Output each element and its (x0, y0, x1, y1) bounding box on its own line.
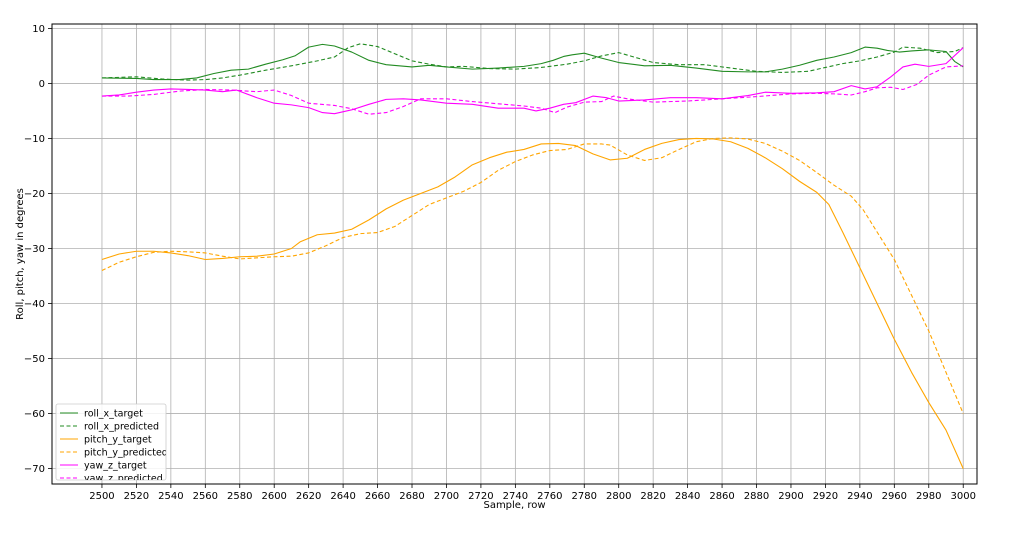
series-line-yaw-z-target (101, 47, 964, 115)
x-tick-label: 2640 (330, 491, 355, 502)
x-tick-label: 2780 (572, 491, 597, 502)
series-line-pitch-y-predicted (101, 137, 964, 414)
x-tick-label: 2960 (882, 491, 907, 502)
x-tick-label: 2860 (709, 491, 734, 502)
x-tick-label: 2920 (813, 491, 838, 502)
x-tick-label: 2540 (158, 491, 183, 502)
series-line-roll-x-target (101, 43, 964, 81)
series-layer (101, 43, 964, 469)
y-tick-label: −70 (24, 464, 45, 475)
y-tick-label: −10 (24, 134, 45, 145)
legend-label: pitch_y_target (84, 435, 152, 446)
y-tick-label: 10 (32, 24, 45, 35)
x-tick-label: 2820 (640, 491, 665, 502)
legend: roll_x_target roll_x_predicted pitch_y_tar… (55, 403, 168, 485)
plot-frame (51, 23, 978, 485)
y-tick-label: −40 (24, 299, 45, 310)
legend-label: roll_x_target (84, 409, 143, 420)
y-axis-title: Roll, pitch, yaw in degrees (15, 188, 26, 320)
x-tick-label: 2740 (503, 491, 528, 502)
x-tick-label: 2840 (675, 491, 700, 502)
x-tick-label: 2560 (193, 491, 218, 502)
x-tick-label: 2600 (261, 491, 286, 502)
x-tick-label: 2580 (227, 491, 252, 502)
x-tick-label: 2940 (847, 491, 872, 502)
series-line-yaw-z-predicted (101, 65, 964, 115)
x-axis-ticks: 2500 2520 2540 2560 2580 2600 2620 2640 2660 2680… (89, 484, 976, 502)
x-tick-label: 2680 (399, 491, 424, 502)
y-tick-label: 0 (39, 79, 45, 90)
y-tick-label: −60 (24, 409, 45, 420)
x-axis-title: Sample, row (483, 500, 545, 511)
grid-lines (52, 24, 977, 484)
series-line-pitch-y-target (101, 137, 964, 469)
x-tick-label: 2700 (434, 491, 459, 502)
x-tick-label: 2900 (778, 491, 803, 502)
y-tick-label: −20 (24, 189, 45, 200)
x-tick-label: 2980 (916, 491, 941, 502)
x-tick-label: 2800 (606, 491, 631, 502)
legend-box (55, 403, 167, 481)
legend-label: roll_x_predicted (84, 422, 159, 433)
y-tick-label: −30 (24, 244, 45, 255)
y-tick-label: −50 (24, 354, 45, 365)
legend-label: yaw_z_target (84, 461, 147, 472)
series-line-roll-x-predicted (101, 43, 964, 81)
legend-label: pitch_y_predicted (84, 448, 168, 459)
y-axis-ticks: 10 0 −10 −20 −30 −40 −50 −60 −70 (24, 24, 52, 475)
x-tick-label: 2660 (365, 491, 390, 502)
x-tick-label: 3000 (950, 491, 975, 502)
x-tick-label: 2760 (537, 491, 562, 502)
x-tick-label: 2620 (296, 491, 321, 502)
x-tick-label: 2720 (468, 491, 493, 502)
legend-label: yaw_z_predicted (84, 474, 163, 485)
x-tick-label: 2500 (89, 491, 114, 502)
x-tick-label: 2520 (124, 491, 149, 502)
legend-items: roll_x_target roll_x_predicted pitch_y_tar… (60, 409, 168, 485)
x-tick-label: 2880 (744, 491, 769, 502)
